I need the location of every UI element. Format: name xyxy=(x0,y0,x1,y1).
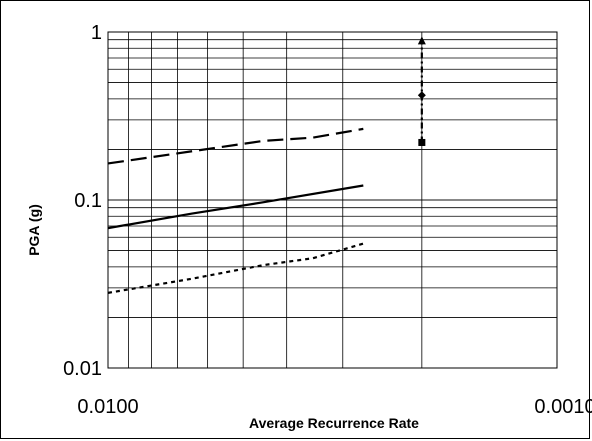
data-series xyxy=(107,36,426,294)
plot-area-border xyxy=(107,31,558,369)
series-line-dashed xyxy=(107,127,364,165)
series-line-solid xyxy=(107,184,364,230)
tick-labels: 0.01 0.1 1 0.0100 0.0010 xyxy=(63,22,592,418)
marker-triangle xyxy=(417,36,426,45)
series-line-dotted xyxy=(107,242,364,294)
marker-square xyxy=(418,138,426,146)
marker-diamond xyxy=(417,91,426,100)
x-tick-label: 0.0100 xyxy=(77,396,138,418)
grid-lines xyxy=(107,31,558,369)
y-tick-label: 0.1 xyxy=(74,190,102,212)
y-tick-label: 0.01 xyxy=(63,358,102,380)
x-axis-label: Average Recurrence Rate xyxy=(249,415,419,431)
x-tick-label: 0.0010 xyxy=(534,396,592,418)
y-tick-label: 1 xyxy=(91,22,102,44)
y-axis-label: PGA (g) xyxy=(26,204,42,256)
